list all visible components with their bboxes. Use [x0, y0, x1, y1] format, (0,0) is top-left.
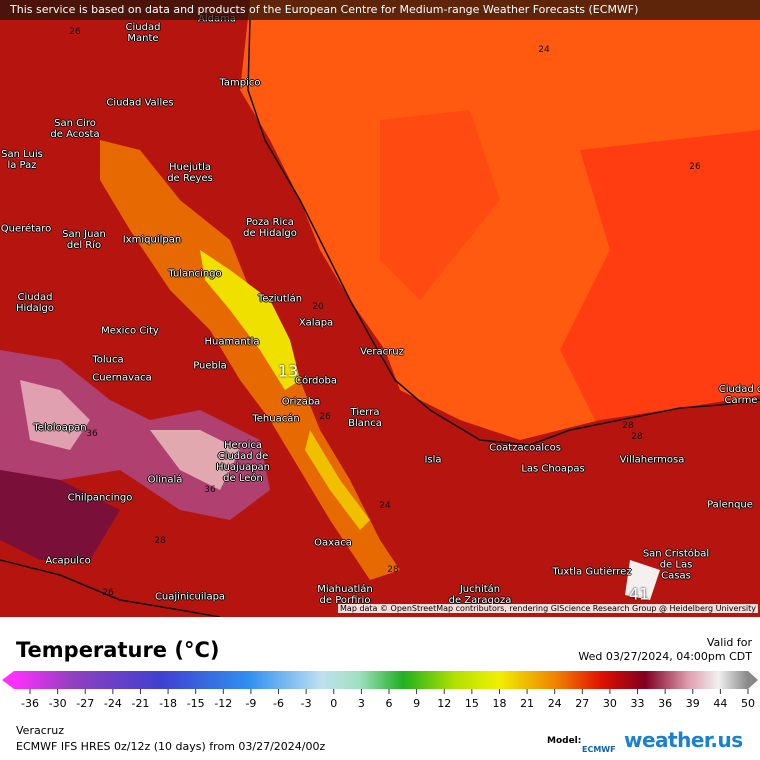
- tick-label: -36: [21, 697, 39, 710]
- contour-label: 28: [154, 536, 166, 546]
- tick-label: 6: [386, 697, 393, 710]
- city-label: Coatzacoalcos: [489, 442, 561, 454]
- contour-label: 28: [622, 421, 634, 431]
- city-label: Tierra Blanca: [348, 407, 382, 429]
- city-label: Ixmiquilpan: [122, 234, 182, 246]
- tick-label: 39: [686, 697, 700, 710]
- contour-label: 36: [86, 429, 98, 439]
- banner: This service is based on data and produc…: [0, 0, 760, 20]
- tick-label: 30: [603, 697, 617, 710]
- contour-label: 13: [277, 361, 299, 381]
- city-label: Chilpancingo: [67, 492, 133, 504]
- city-label: Puebla: [193, 360, 227, 372]
- model-label: Model:: [547, 736, 582, 746]
- city-label: Cuajinicuilapa: [154, 591, 226, 603]
- city-label: Huejutla de Reyes: [167, 162, 213, 184]
- tick-label: -27: [76, 697, 94, 710]
- tick-label: -12: [214, 697, 232, 710]
- city-label: Poza Rica de Hidalgo: [243, 217, 297, 239]
- location: Veracruz: [16, 724, 65, 737]
- contour-label: 41: [628, 584, 650, 604]
- city-label: Tulancingo: [168, 268, 222, 280]
- city-label: Teziutlán: [257, 293, 303, 305]
- city-label: Tehuacán: [252, 413, 300, 425]
- city-label: Toluca: [92, 354, 124, 366]
- contour-label: 26: [689, 162, 701, 172]
- contour-label: 26: [319, 412, 331, 422]
- city-label: Acapulco: [45, 555, 91, 567]
- legend-title: Temperature (°C): [16, 638, 220, 662]
- city-label: San Ciro de Acosta: [50, 118, 100, 140]
- city-label: Cuernavaca: [92, 372, 152, 384]
- city-label: San Juan del Río: [62, 229, 106, 251]
- valid-label: Valid for: [706, 636, 752, 649]
- city-label: Tampico: [219, 77, 261, 89]
- city-label: Olinalá: [147, 474, 183, 486]
- city-label: San Luis la Paz: [1, 149, 43, 171]
- contour-label: 26: [102, 588, 114, 598]
- attribution: Map data © OpenStreetMap contributors, r…: [338, 604, 758, 613]
- tick-label: 24: [548, 697, 562, 710]
- city-label: Córdoba: [295, 375, 337, 387]
- tick-label: 0: [330, 697, 337, 710]
- city-label: Mexico City: [101, 325, 159, 337]
- city-label: Ciudad Hidalgo: [15, 292, 55, 314]
- contour-label: 26: [69, 27, 81, 37]
- city-label: Tuxtla Gutiérrez: [552, 566, 632, 578]
- city-label: Ciudad Mante: [125, 22, 161, 44]
- tick-label: 9: [413, 697, 420, 710]
- city-label: Las Choapas: [521, 463, 585, 475]
- tick-label: -15: [187, 697, 205, 710]
- tick-label: 36: [658, 697, 672, 710]
- city-label: Isla: [424, 454, 442, 466]
- tick-label: -21: [131, 697, 149, 710]
- contour-label: 24: [379, 501, 391, 511]
- contour-label: 20: [312, 302, 324, 312]
- city-label: Xalapa: [298, 317, 334, 329]
- city-label: Orizaba: [281, 396, 321, 408]
- city-label: Huamantla: [204, 336, 260, 348]
- city-label: Oaxaca: [314, 537, 352, 549]
- tick-label: 44: [713, 697, 727, 710]
- city-label: Villahermosa: [619, 454, 685, 466]
- contour-label: 36: [204, 485, 216, 495]
- tick-label: 18: [492, 697, 506, 710]
- city-label: Querétaro: [0, 223, 52, 235]
- city-label: Veracruz: [360, 346, 404, 358]
- city-label: Ciudad Valles: [106, 97, 174, 109]
- brand: weather.us: [624, 728, 743, 752]
- tick-label: -30: [49, 697, 67, 710]
- tick-label: -3: [301, 697, 312, 710]
- city-label: Heroica Ciudad de Huajuapan de León: [215, 440, 271, 484]
- tick-label: 27: [575, 697, 589, 710]
- contour-label: 28: [387, 565, 399, 575]
- model-logo: ECMWF: [582, 745, 616, 754]
- city-label: Miahuatlán de Porfirio: [317, 584, 373, 606]
- contour-label: 24: [538, 45, 550, 55]
- colorbar: -36 -30 -27 -24 -21 -18 -15 -12 -9 -6 -3 0 3 6 9 12 15 18…: [2, 671, 758, 710]
- tick-label: 21: [520, 697, 534, 710]
- city-label: San Cristóbal de Las Casas: [642, 548, 710, 582]
- city-label: Juchitán de Zaragoza: [448, 584, 512, 606]
- city-label: Ciudad d Carme: [718, 384, 760, 406]
- valid-time: Wed 03/27/2024, 04:00pm CDT: [578, 650, 752, 663]
- tick-label: -6: [273, 697, 284, 710]
- tick-label: -24: [104, 697, 122, 710]
- tick-label: -9: [245, 697, 256, 710]
- city-label: Palenque: [707, 499, 753, 511]
- tick-label: 50: [741, 697, 755, 710]
- model-run: ECMWF IFS HRES 0z/12z (10 days) from 03/…: [16, 740, 326, 753]
- tick-label: 33: [631, 697, 645, 710]
- tick-label: -18: [159, 697, 177, 710]
- tick-label: 15: [465, 697, 479, 710]
- tick-label: 3: [358, 697, 365, 710]
- tick-label: 12: [437, 697, 451, 710]
- map-background: [0, 0, 760, 617]
- contour-label: 28: [631, 432, 643, 442]
- city-label: Teloloapan: [33, 422, 87, 434]
